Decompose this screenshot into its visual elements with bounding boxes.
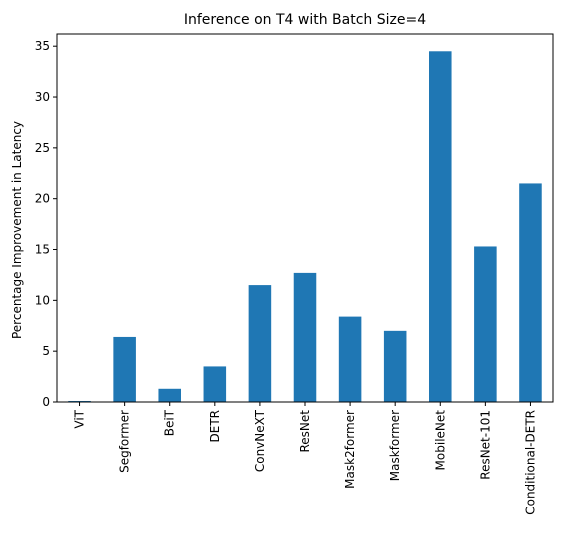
- x-tick-label: Mask2former: [343, 410, 357, 489]
- bar-beit: [158, 388, 181, 402]
- x-tick-label: ViT: [73, 409, 87, 428]
- bar-mask2former: [338, 316, 362, 402]
- x-tick-label: ConvNeXT: [253, 409, 267, 472]
- y-tick-label: 15: [35, 243, 50, 257]
- x-tick-label: Maskformer: [388, 410, 402, 481]
- x-tick-label: ResNet: [298, 410, 312, 453]
- chart-title: Inference on T4 with Batch Size=4: [184, 12, 426, 28]
- y-tick-label: 20: [35, 192, 50, 206]
- y-tick-label: 10: [35, 293, 50, 307]
- bar-convnext: [248, 285, 272, 402]
- bar-detr: [203, 366, 227, 402]
- y-tick-label: 30: [35, 90, 50, 104]
- bar-resnet-101: [474, 246, 497, 402]
- x-tick-label: Conditional-DETR: [523, 410, 537, 515]
- plot-frame: [56, 33, 554, 403]
- bars-group: [68, 51, 542, 402]
- bar-conditional-detr: [519, 183, 542, 402]
- bar-resnet: [293, 272, 317, 402]
- y-tick-label: 0: [42, 395, 50, 409]
- y-tick-label: 5: [42, 344, 50, 358]
- y-axis-ticks: 0 5 10 15 20 25 30 35: [35, 39, 57, 409]
- x-tick-label: MobileNet: [433, 410, 447, 471]
- bar-mobilenet: [429, 51, 452, 402]
- y-tick-label: 25: [35, 141, 50, 155]
- x-tick-label: Segformer: [118, 410, 132, 473]
- bar-segformer: [113, 336, 136, 402]
- y-axis-label: Percentage Improvement in Latency: [10, 121, 24, 339]
- bar-maskformer: [383, 330, 407, 402]
- bar-vit: [68, 400, 91, 402]
- x-axis-ticks: ViT Segformer BeiT DETR ConvNeXT ResNet Mask2f…: [73, 402, 537, 515]
- x-tick-label: DETR: [208, 410, 222, 443]
- x-tick-label: BeiT: [163, 409, 177, 436]
- x-tick-label: ResNet-101: [478, 410, 492, 480]
- y-tick-label: 35: [35, 39, 50, 53]
